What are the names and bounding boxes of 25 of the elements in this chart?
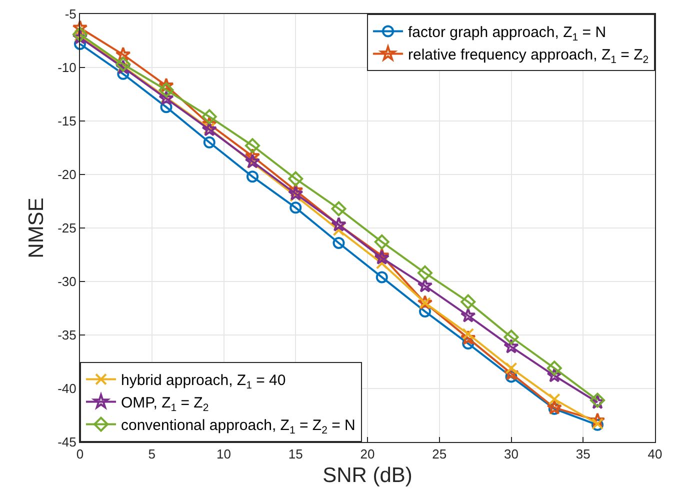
x-tick-label: 30 [504,446,518,462]
x-axis-title: SNR (dB) [322,464,412,487]
y-tick-label: -10 [58,60,76,76]
legend-label: relative frequency approach, Z$_{1}$ = Z$_{2}$ [408,46,649,66]
legend-label: conventional approach, Z$_{1}$ = Z$_{2}$ = N [121,417,356,436]
x-tick-label: 15 [288,446,303,462]
y-tick-label: -35 [58,328,76,343]
y-tick-label: -25 [58,220,76,236]
legend-label: OMP, Z$_{1}$ = Z$_{2}$ [121,394,209,414]
x-tick-label: 25 [432,446,447,462]
x-tick-label: 40 [648,446,662,462]
y-tick-label: -5 [64,6,76,22]
x-tick-label: 5 [148,446,156,462]
y-tick-label: -20 [58,167,76,182]
y-tick-label: -40 [58,381,76,396]
y-tick-label: -45 [58,434,76,450]
legend-label: hybrid approach, Z$_{1}$ = 40 [121,372,286,392]
legend-label: factor graph approach, Z$_{1}$ = N [408,24,606,44]
y-axis-title: NMSE [24,198,48,258]
y-tick-label: -30 [58,274,76,290]
x-tick-label: 20 [360,446,375,462]
x-tick-label: 0 [76,446,84,462]
x-tick-label: 10 [216,446,231,462]
x-tick-label: 35 [576,446,590,462]
y-tick-label: -15 [58,114,76,129]
